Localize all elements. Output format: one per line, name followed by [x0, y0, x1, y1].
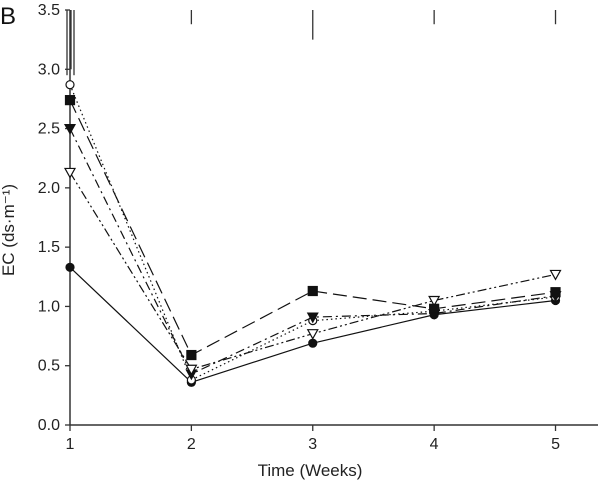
x-tick-label: 4 — [430, 436, 439, 453]
data-point — [308, 338, 318, 348]
ticks: 0.0 0.5 1.0 1.5 2.0 2.5 3.0 3.5 1 2 3 4 5 — [38, 2, 560, 453]
data-point — [549, 269, 562, 281]
data-point — [429, 303, 440, 314]
series-group — [63, 80, 562, 387]
x-tick-label: 1 — [66, 436, 75, 453]
y-tick-label: 2.0 — [38, 180, 60, 197]
y-tick-label: 1.0 — [38, 298, 60, 315]
axes — [69, 10, 598, 426]
data-point — [186, 349, 197, 361]
x-tick-label: 3 — [308, 436, 317, 453]
y-tick-label: 0.5 — [38, 358, 60, 375]
series-open-triangle — [63, 167, 562, 376]
data-point — [63, 167, 77, 179]
series-line — [69, 84, 556, 381]
data-point — [306, 312, 319, 324]
data-point — [185, 364, 198, 376]
data-point — [64, 95, 76, 106]
data-point — [65, 262, 75, 272]
x-axis-title: Time (Weeks) — [258, 461, 363, 480]
x-tick-label: 2 — [187, 436, 196, 453]
y-axis-title: EC (ds·m⁻¹) — [0, 184, 18, 276]
panel-label: B — [0, 3, 16, 30]
x-tick-label: 5 — [551, 436, 560, 453]
y-tick-label: 1.5 — [38, 239, 60, 256]
series-filled-square — [64, 95, 561, 361]
data-point — [428, 295, 441, 307]
y-tick-label: 3.0 — [38, 61, 60, 78]
y-tick-label: 3.5 — [38, 2, 60, 19]
data-point — [307, 285, 318, 297]
y-tick-label: 0.0 — [38, 417, 60, 434]
y-tick-label: 2.5 — [38, 121, 60, 138]
data-point — [306, 329, 319, 340]
data-point — [63, 123, 77, 135]
data-point — [550, 287, 561, 298]
data-point — [65, 80, 75, 90]
error-bars — [66, 10, 557, 76]
series-line — [69, 99, 556, 356]
